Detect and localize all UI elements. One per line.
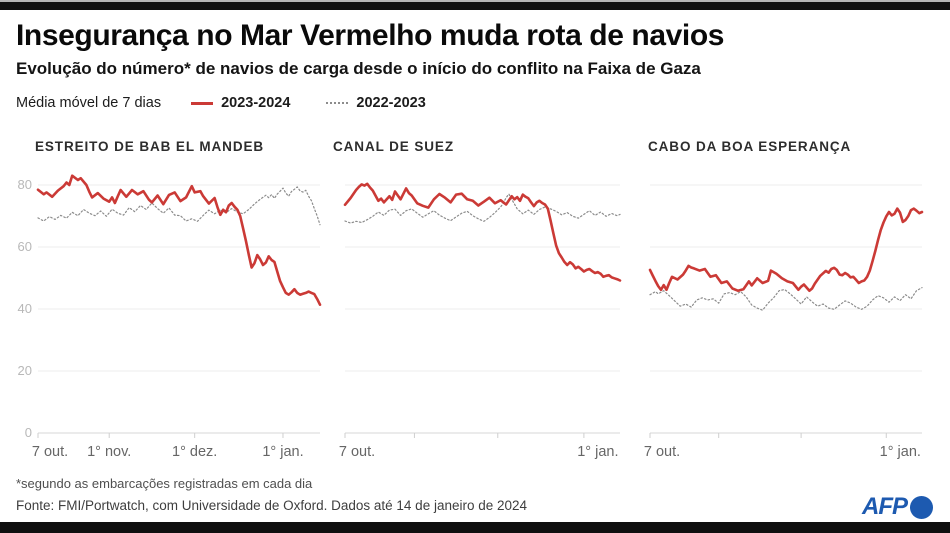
afp-logo: AFP bbox=[862, 493, 933, 521]
series-line-2022-2023 bbox=[37, 186, 321, 226]
y-tick-label: 0 bbox=[24, 425, 32, 440]
afp-logo-text: AFP bbox=[862, 493, 908, 520]
x-tick-label: 7 out. bbox=[338, 444, 376, 460]
x-tick-label: 1° dez. bbox=[172, 444, 218, 460]
series-line-2023-2024 bbox=[648, 207, 924, 292]
source-line: Fonte: FMI/Portwatch, com Universidade d… bbox=[16, 498, 528, 513]
y-tick-label: 20 bbox=[17, 363, 32, 378]
footnote: *segundo as embarcações registradas em c… bbox=[16, 476, 313, 491]
x-tick-label: 7 out. bbox=[31, 444, 69, 460]
legend-dotted-line-swatch bbox=[326, 102, 349, 104]
x-tick-label: 1° nov. bbox=[87, 444, 132, 460]
x-tick-label: 7 out. bbox=[643, 444, 681, 460]
y-tick-label: 40 bbox=[17, 301, 32, 316]
x-tick-label: 1° jan. bbox=[262, 444, 304, 460]
chart-title-canal-de-suez: CANAL DE SUEZ bbox=[333, 139, 454, 154]
page-subtitle: Evolução do número* de navios de carga d… bbox=[16, 59, 701, 78]
legend-series-2023-2024: 2023-2024 bbox=[221, 95, 291, 111]
series-line-2022-2023 bbox=[649, 286, 923, 311]
series-line-2023-2024 bbox=[343, 182, 622, 282]
chart-plot-canal-de-suez bbox=[343, 182, 622, 438]
x-tick-label: 1° jan. bbox=[879, 444, 921, 460]
chart-title-bab-el-mandeb: ESTREITO DE BAB EL MANDEB bbox=[35, 139, 265, 154]
chart-plot-bab-el-mandeb bbox=[36, 174, 322, 438]
chart-plot-cabo-boa-esperanca bbox=[648, 184, 924, 438]
bottom-border-bar bbox=[0, 522, 950, 533]
x-tick-label: 1° jan. bbox=[577, 444, 619, 460]
page-title: Insegurança no Mar Vermelho muda rota de… bbox=[16, 19, 725, 52]
series-line-2022-2023 bbox=[344, 193, 621, 224]
y-tick-label: 80 bbox=[17, 177, 32, 192]
series-line-2023-2024 bbox=[36, 174, 322, 306]
legend-label: Média móvel de 7 dias bbox=[16, 95, 162, 111]
y-tick-label: 60 bbox=[17, 239, 32, 254]
top-border-bar bbox=[0, 0, 950, 10]
afp-logo-circle bbox=[910, 495, 933, 519]
legend: Média móvel de 7 dias 2023-2024 2022-202… bbox=[16, 95, 426, 111]
legend-solid-line-swatch bbox=[191, 101, 214, 105]
legend-series-2022-2023: 2022-2023 bbox=[356, 95, 426, 111]
chart-title-cabo-boa-esperanca: CABO DA BOA ESPERANÇA bbox=[648, 139, 852, 154]
